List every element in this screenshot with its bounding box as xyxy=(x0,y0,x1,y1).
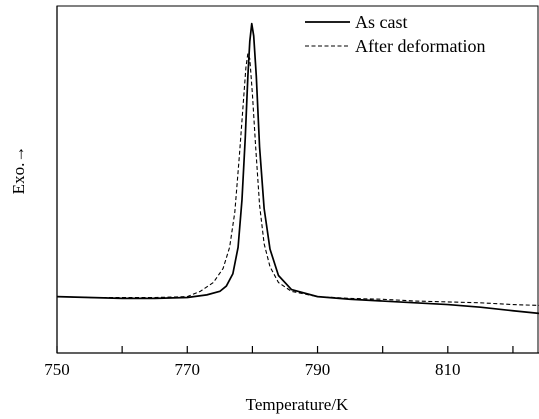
series-line-after-deformation xyxy=(56,53,539,306)
x-axis-title: Temperature/K xyxy=(246,395,349,414)
series-lines xyxy=(56,22,539,315)
series-line-as-cast xyxy=(56,22,539,315)
x-tick-label: 770 xyxy=(175,360,201,379)
x-ticks: 750 770 790 810 xyxy=(44,346,514,379)
axes xyxy=(56,5,539,354)
y-axis-title: Exo.→ xyxy=(9,146,28,195)
x-tick-label: 810 xyxy=(435,360,461,379)
x-tick-label: 750 xyxy=(44,360,70,379)
legend: As cast After deformation xyxy=(305,12,485,56)
x-tick-label: 790 xyxy=(305,360,331,379)
legend-label: As cast xyxy=(355,12,408,32)
legend-label: After deformation xyxy=(355,36,485,56)
plot-frame xyxy=(56,5,539,354)
